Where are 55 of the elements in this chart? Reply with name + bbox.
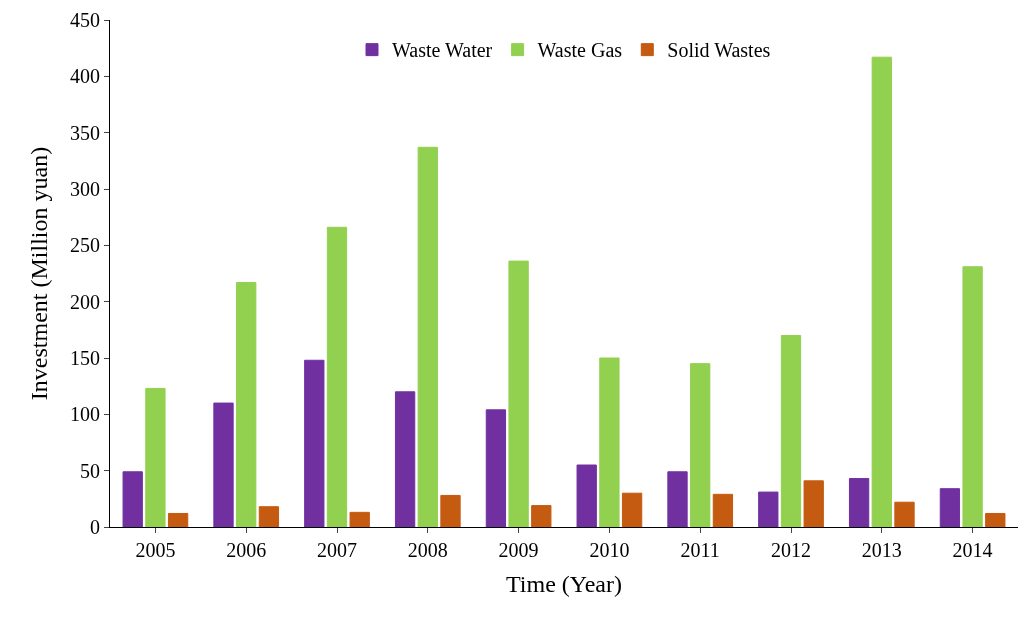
bar: [848, 478, 870, 527]
legend-label: Waste Water: [392, 39, 493, 62]
x-tick-label: 2010: [589, 539, 630, 561]
bar: [326, 226, 348, 527]
bar: [962, 266, 983, 527]
x-tick-label: 2006: [226, 539, 267, 561]
y-axis-title: Investment (Million yuan): [26, 146, 53, 401]
bar: [939, 488, 961, 527]
y-tick-label: 100: [70, 403, 100, 426]
bar: [531, 505, 552, 527]
x-tick-label: 2005: [135, 539, 176, 561]
x-tick-label: 2008: [407, 539, 448, 561]
bar: [258, 506, 280, 527]
bar: [394, 391, 416, 527]
bar: [213, 402, 234, 527]
y-tick-label: 0: [90, 516, 100, 538]
bar: [803, 480, 824, 527]
bar: [576, 464, 597, 527]
y-tick-label: 350: [70, 121, 100, 144]
bar: [122, 471, 143, 527]
bar: [780, 334, 802, 527]
bar: [758, 491, 779, 527]
bar: [145, 387, 166, 527]
bar: [167, 512, 189, 527]
bar: [440, 494, 461, 527]
bar: [417, 146, 438, 527]
bar: [712, 493, 734, 527]
bar: [485, 409, 507, 527]
bar: [667, 471, 688, 527]
y-tick-label: 300: [70, 178, 100, 200]
x-tick-label: 2012: [771, 539, 811, 561]
bar: [985, 512, 1006, 527]
legend-label: Waste Gas: [537, 39, 623, 62]
x-tick-label: 2014: [952, 539, 993, 561]
x-axis-title: Time (Year): [505, 571, 623, 598]
bar: [236, 282, 257, 527]
legend-label: Solid Wastes: [667, 39, 771, 62]
bar: [621, 492, 643, 527]
x-tick-label: 2013: [861, 539, 902, 561]
y-tick-label: 450: [70, 9, 100, 31]
bar: [349, 511, 370, 527]
x-tick-label: 2011: [680, 539, 720, 561]
y-tick-label: 250: [70, 234, 100, 257]
bar: [871, 56, 892, 527]
y-tick-label: 150: [70, 347, 100, 369]
bar: [508, 260, 529, 527]
bar: [690, 363, 711, 527]
x-tick-label: 2007: [317, 539, 357, 561]
y-tick-label: 200: [70, 290, 100, 313]
y-tick-label: 400: [70, 65, 100, 88]
bar: [599, 357, 620, 527]
bar: [304, 359, 325, 527]
bar: [894, 501, 915, 527]
x-tick-label: 2009: [498, 539, 539, 561]
y-tick-label: 50: [80, 459, 100, 482]
